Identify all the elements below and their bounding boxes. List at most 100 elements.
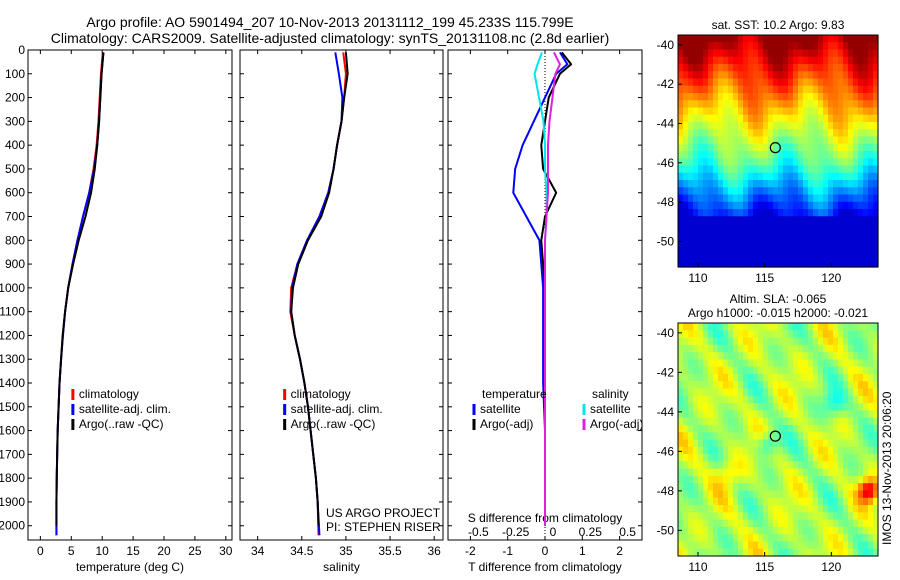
map-cell	[813, 165, 819, 174]
map-cell	[728, 216, 734, 225]
map-cell	[823, 534, 829, 543]
map-cell	[848, 143, 854, 152]
map-cell	[753, 395, 759, 404]
map-cell	[868, 216, 874, 225]
map-cell	[733, 541, 739, 550]
map-cell	[723, 475, 729, 484]
map-cell	[763, 78, 769, 87]
map-cell	[833, 252, 839, 261]
map-cell	[698, 158, 704, 167]
map-cell	[728, 359, 734, 368]
map-cell	[743, 252, 749, 261]
map-cell	[798, 373, 804, 382]
map-cell	[698, 512, 704, 521]
map-cell	[818, 259, 824, 268]
map-cell	[708, 114, 714, 123]
map-cell	[688, 330, 694, 339]
map-cell	[783, 395, 789, 404]
map-cell	[833, 93, 839, 101]
map-cell	[743, 129, 749, 138]
map-cell	[813, 180, 819, 188]
map-cell	[773, 245, 779, 254]
map-cell	[768, 245, 774, 254]
map-cell	[703, 359, 709, 368]
legend-entry: climatology	[291, 387, 351, 401]
map-cell	[758, 35, 764, 43]
map-cell	[693, 461, 699, 470]
map-cell	[863, 64, 869, 72]
map-cell	[768, 548, 774, 557]
map-cell	[823, 129, 829, 138]
map-cell	[848, 230, 854, 239]
map-cell	[793, 446, 799, 455]
map-cell	[788, 381, 794, 390]
map-cell	[738, 209, 744, 217]
map-cell	[743, 497, 749, 506]
map-cell	[778, 359, 784, 368]
map-cell	[833, 35, 839, 43]
map-cell	[843, 505, 849, 513]
map-cell	[793, 114, 799, 123]
y-tick-label: -42	[657, 77, 675, 91]
map-cell	[723, 209, 729, 217]
map-cell	[823, 35, 829, 43]
y-tick-label: 1200	[0, 328, 25, 342]
map-cell	[808, 490, 814, 499]
map-cell	[723, 541, 729, 550]
map-cell	[753, 172, 759, 181]
map-cell	[798, 136, 804, 145]
map-cell	[848, 42, 854, 51]
map-cell	[758, 352, 764, 361]
map-cell	[723, 403, 729, 411]
map-cell	[873, 526, 879, 535]
map-cell	[723, 35, 729, 43]
map-cell	[808, 172, 814, 181]
map-cell	[843, 410, 849, 419]
map-cell	[708, 337, 714, 346]
map-cell	[858, 490, 864, 499]
map-cell	[833, 505, 839, 513]
map-cell	[718, 223, 724, 232]
map-cell	[813, 490, 819, 499]
map-cell	[793, 323, 799, 331]
map-cell	[838, 381, 844, 390]
map-cell	[833, 330, 839, 339]
map-cell	[798, 158, 804, 167]
map-cell	[848, 446, 854, 455]
map-cell	[743, 541, 749, 550]
y-tick-label: 900	[5, 257, 25, 271]
map-cell	[773, 512, 779, 521]
map-cell	[818, 78, 824, 87]
map-cell	[803, 209, 809, 217]
map-cell	[803, 216, 809, 225]
map-cell	[708, 158, 714, 167]
map-cell	[778, 395, 784, 404]
map-cell	[798, 424, 804, 433]
map-cell	[838, 395, 844, 404]
map-cell	[833, 323, 839, 331]
map-cell	[698, 93, 704, 101]
map-cell	[678, 187, 684, 196]
map-cell	[808, 388, 814, 397]
map-cell	[753, 330, 759, 339]
map-cell	[863, 410, 869, 419]
map-cell	[728, 194, 734, 203]
map-cell	[798, 100, 804, 109]
map-cell	[698, 56, 704, 65]
map-cell	[753, 223, 759, 232]
map-cell	[713, 344, 719, 353]
map-cell	[763, 172, 769, 181]
map-cell	[778, 238, 784, 246]
map-cell	[693, 468, 699, 477]
map-cell	[793, 201, 799, 210]
map-cell	[798, 468, 804, 477]
map-cell	[748, 548, 754, 557]
map-cell	[713, 230, 719, 239]
map-cell	[683, 534, 689, 543]
map-cell	[728, 424, 734, 433]
map-cell	[818, 519, 824, 528]
map-cell	[833, 107, 839, 116]
map-cell	[783, 468, 789, 477]
map-cell	[698, 136, 704, 145]
map-cell	[828, 475, 834, 484]
